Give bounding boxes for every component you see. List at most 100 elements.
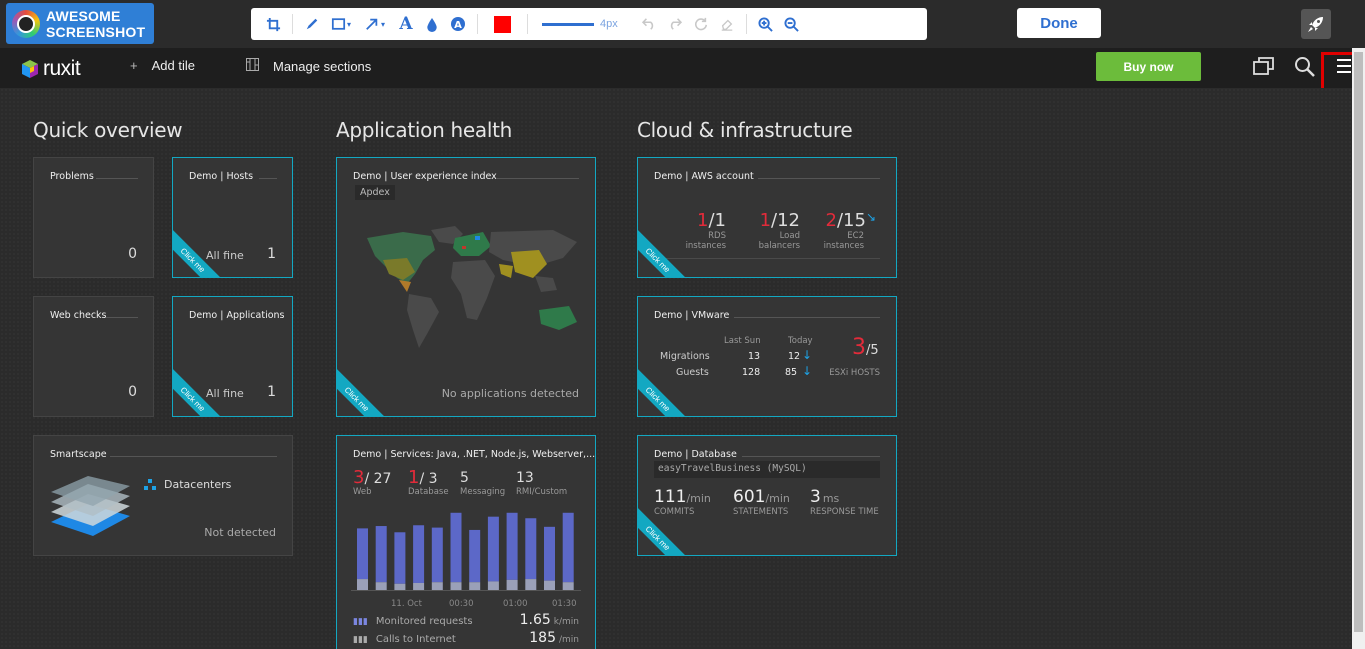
rmi-count: 13 — [516, 470, 534, 486]
tile-title: Problems — [50, 171, 94, 182]
monitored-requests-bar — [431, 527, 443, 583]
problems-tile[interactable]: Problems 0 — [33, 157, 154, 278]
done-button[interactable]: Done — [1017, 8, 1101, 38]
statements-metric: 601/min — [733, 487, 790, 507]
annotation-tools: ▾ ▾ A A 4px — [251, 8, 927, 40]
pen-icon[interactable] — [299, 8, 325, 40]
services-tile[interactable]: Demo | Services: Java, .NET, Node.js, We… — [336, 435, 596, 649]
screenshot-toolbar: AWESOME SCREENSHOT ▾ ▾ A A 4px — [0, 0, 1365, 48]
calls-to-internet-bar — [469, 582, 481, 590]
x-tick: 01:00 — [503, 599, 528, 609]
guests-last: 128 — [742, 367, 761, 378]
aws-account-tile[interactable]: Demo | AWS account 1/1 RDS instances 1/1… — [637, 157, 897, 278]
web-checks-tile[interactable]: Web checks 0 — [33, 296, 154, 417]
manage-sections-button[interactable]: Manage sections — [246, 58, 371, 74]
smartscape-tile[interactable]: Smartscape Datacenters Not detected — [33, 435, 293, 556]
redo-icon[interactable] — [662, 8, 688, 40]
smartscape-status: Not detected — [204, 526, 276, 539]
tile-title: Demo | Applications — [189, 310, 285, 321]
vmware-tile[interactable]: Demo | VMware Last Sun Today Migrations … — [637, 296, 897, 417]
section-title-quick-overview: Quick overview — [33, 118, 183, 142]
monitored-requests-bar — [562, 512, 574, 583]
color-picker-icon[interactable] — [494, 15, 512, 33]
migrations-label: Migrations — [660, 351, 710, 362]
ruxit-logo[interactable]: ruxit — [20, 57, 81, 81]
undo-icon[interactable] — [636, 8, 662, 40]
hosts-tile[interactable]: Demo | Hosts All fine 1 Click me — [172, 157, 293, 278]
response-time-label: RESPONSE TIME — [810, 507, 879, 517]
down-arrow-icon: ↓ — [802, 364, 813, 378]
user-experience-tile[interactable]: Demo | User experience index Apdex — [336, 157, 596, 417]
crop-icon[interactable] — [260, 8, 286, 40]
calls-to-internet-bar — [487, 581, 499, 590]
applications-tile[interactable]: Demo | Applications All fine 1 Click me — [172, 296, 293, 417]
add-tile-label: Add tile — [151, 58, 195, 73]
rocket-icon[interactable] — [1301, 9, 1331, 39]
calls-to-internet-bar — [431, 582, 443, 590]
ruxit-cube-icon — [20, 59, 40, 79]
datacenter-icon — [144, 478, 156, 490]
smartscape-layers-icon — [51, 476, 130, 536]
vertical-scrollbar[interactable] — [1352, 48, 1365, 649]
monitored-requests-bar — [375, 526, 387, 583]
guests-today: 85 — [785, 367, 798, 378]
database-name: easyTravelBusiness (MySQL) — [654, 461, 880, 478]
zoom-in-icon[interactable] — [753, 8, 779, 40]
text-icon[interactable]: A — [399, 14, 413, 34]
tile-title: Demo | Services: Java, .NET, Node.js, We… — [353, 449, 596, 460]
stroke-width-slider[interactable] — [542, 22, 595, 26]
arrow-dropdown-icon[interactable]: ▾ — [381, 19, 386, 29]
tile-title: Demo | AWS account — [654, 171, 754, 182]
calls-to-internet-bar — [394, 583, 406, 590]
col-last-sun: Last Sun — [724, 336, 761, 346]
tile-title: Demo | VMware — [654, 310, 730, 321]
commits-metric: 111/min — [654, 487, 711, 507]
tile-title: Web checks — [50, 310, 107, 321]
hosts-count: 1 — [267, 246, 276, 262]
zoom-out-icon[interactable] — [779, 8, 805, 40]
scrollbar-thumb[interactable] — [1354, 52, 1363, 632]
bar-chart-icon: ▮▮▮ — [353, 634, 368, 645]
click-me-ribbon[interactable]: Click me — [337, 364, 392, 416]
db-total-count: / 3 — [419, 471, 438, 487]
tile-title: Demo | User experience index — [353, 171, 497, 182]
tile-title: Demo | Database — [654, 449, 737, 460]
database-services-metric: 1/ 3 — [408, 467, 438, 488]
rectangle-icon[interactable] — [325, 8, 351, 40]
add-tile-button[interactable]: + Add tile — [130, 58, 195, 73]
rectangle-dropdown-icon[interactable]: ▾ — [347, 19, 352, 29]
bar-chart-icon: ▮▮▮ — [353, 616, 368, 627]
guests-label: Guests — [676, 367, 709, 378]
sections-icon — [246, 58, 259, 74]
monitored-requests-bar — [525, 518, 537, 580]
buy-now-button[interactable]: Buy now — [1096, 52, 1201, 81]
hamburger-menu-icon[interactable] — [1336, 58, 1360, 80]
applications-count: 1 — [267, 384, 276, 400]
web-services-metric: 3/ 27 — [353, 467, 391, 488]
stroke-size-label: 4px — [600, 18, 618, 30]
web-label: Web — [353, 487, 372, 497]
monitored-requests-row: ▮▮▮ Monitored requests — [353, 616, 473, 627]
search-icon[interactable] — [1294, 56, 1318, 78]
logo-wordmark: ruxit — [43, 57, 81, 80]
database-tile[interactable]: Demo | Database easyTravelBusiness (MySQ… — [637, 435, 897, 556]
monitored-requests-bar — [450, 512, 462, 583]
down-right-arrow-icon: ↘ — [865, 210, 876, 224]
calls-to-internet-value: 185/min — [529, 630, 579, 646]
web-checks-count: 0 — [128, 384, 137, 400]
monitored-requests-bar — [487, 516, 499, 582]
highlight-icon[interactable]: A — [445, 8, 471, 40]
rotate-icon[interactable] — [688, 8, 714, 40]
blur-icon[interactable] — [419, 8, 445, 40]
logo-line-1: AWESOME — [46, 7, 121, 24]
manage-sections-label: Manage sections — [273, 58, 372, 74]
messaging-count: 5 — [460, 470, 469, 486]
windows-icon[interactable] — [1253, 56, 1277, 78]
rds-metric: 1/1 RDS instances — [685, 210, 726, 251]
eraser-icon[interactable] — [714, 8, 740, 40]
monitored-requests-bar — [357, 528, 368, 580]
hosts-status: All fine — [206, 249, 244, 262]
ec2-metric: 2/15↘ EC2 instances — [823, 210, 876, 251]
arrow-icon[interactable] — [359, 8, 385, 40]
calls-to-internet-label: Calls to Internet — [375, 634, 456, 645]
